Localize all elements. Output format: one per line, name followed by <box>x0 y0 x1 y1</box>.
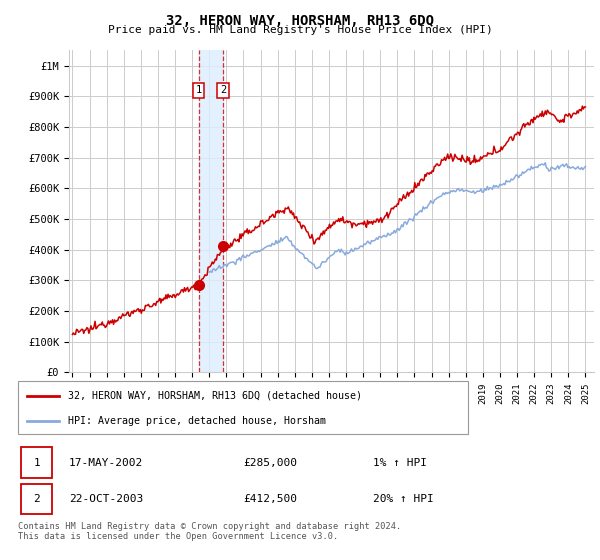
Text: 2: 2 <box>33 494 40 504</box>
Text: 2: 2 <box>220 85 226 95</box>
FancyBboxPatch shape <box>21 447 52 478</box>
Text: £412,500: £412,500 <box>244 494 298 504</box>
Text: 32, HERON WAY, HORSHAM, RH13 6DQ (detached house): 32, HERON WAY, HORSHAM, RH13 6DQ (detach… <box>67 391 361 401</box>
Text: Contains HM Land Registry data © Crown copyright and database right 2024.
This d: Contains HM Land Registry data © Crown c… <box>18 522 401 542</box>
Text: Price paid vs. HM Land Registry's House Price Index (HPI): Price paid vs. HM Land Registry's House … <box>107 25 493 35</box>
Text: £285,000: £285,000 <box>244 458 298 468</box>
Text: 20% ↑ HPI: 20% ↑ HPI <box>373 494 434 504</box>
FancyBboxPatch shape <box>18 381 468 434</box>
FancyBboxPatch shape <box>21 484 52 514</box>
Text: 1: 1 <box>196 85 202 95</box>
Text: HPI: Average price, detached house, Horsham: HPI: Average price, detached house, Hors… <box>67 416 325 426</box>
Text: 32, HERON WAY, HORSHAM, RH13 6DQ: 32, HERON WAY, HORSHAM, RH13 6DQ <box>166 14 434 28</box>
Text: 1% ↑ HPI: 1% ↑ HPI <box>373 458 427 468</box>
Text: 17-MAY-2002: 17-MAY-2002 <box>69 458 143 468</box>
Text: 22-OCT-2003: 22-OCT-2003 <box>69 494 143 504</box>
Text: 1: 1 <box>33 458 40 468</box>
Bar <box>199 50 223 372</box>
